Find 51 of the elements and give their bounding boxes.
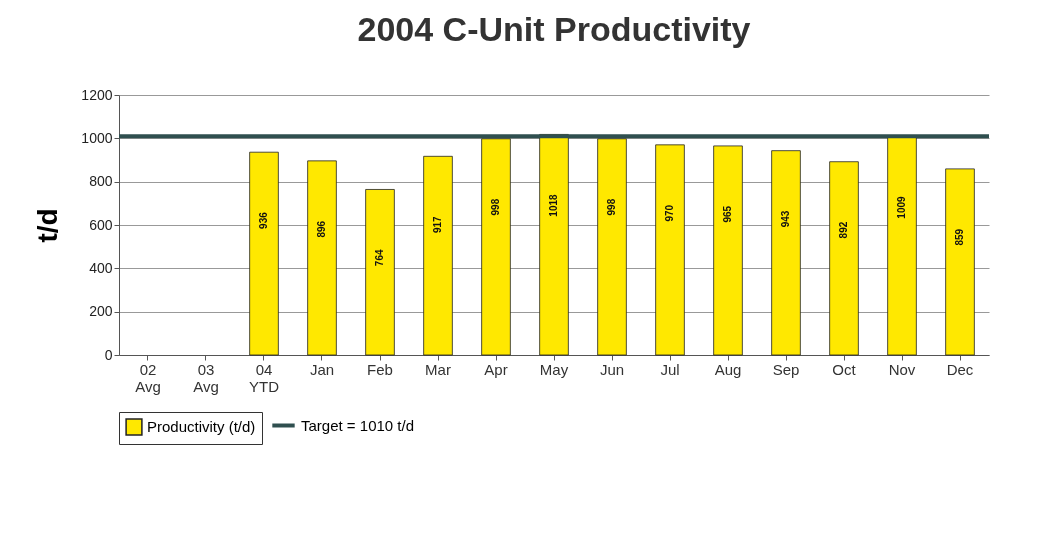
- y-tick-label: 600: [89, 216, 113, 233]
- x-tick-label: 03 Avg: [193, 360, 219, 395]
- y-tick-label: 1200: [81, 86, 113, 103]
- data-label: 998: [490, 198, 501, 216]
- data-label: 1009: [896, 195, 907, 219]
- x-tick-label: Oct: [832, 360, 857, 378]
- bar: [365, 189, 395, 356]
- data-label: 764: [374, 249, 385, 267]
- bar: [945, 168, 975, 356]
- y-tick-label: 0: [104, 346, 113, 363]
- data-label: 998: [606, 198, 617, 216]
- data-label: 1018: [548, 194, 559, 217]
- x-tick-label: Jul: [660, 360, 680, 378]
- data-label: 970: [664, 204, 675, 222]
- y-tick-label: 800: [89, 173, 113, 190]
- bar: [249, 151, 279, 356]
- bar: [597, 138, 627, 356]
- data-label: 896: [316, 220, 327, 238]
- x-tick-label: May: [539, 360, 569, 378]
- data-label: 917: [432, 215, 443, 233]
- bar: [307, 160, 337, 356]
- data-label: 892: [838, 221, 849, 239]
- x-tick-label: Sep: [772, 360, 800, 378]
- bar: [655, 144, 685, 356]
- legend-label: Target = 1010 t/d: [301, 416, 414, 434]
- x-tick-label: Jan: [309, 360, 335, 378]
- x-tick-label: Nov: [888, 360, 916, 378]
- x-tick-label: 04 YTD: [249, 360, 280, 395]
- x-tick-label: 02 Avg: [135, 360, 161, 395]
- bar: [481, 138, 511, 356]
- data-label: 936: [258, 211, 269, 229]
- legend-label: Productivity (t/d): [147, 418, 256, 435]
- data-label: 859: [954, 228, 965, 246]
- x-tick-label: Dec: [946, 360, 974, 378]
- x-tick-label: Aug: [714, 360, 742, 378]
- data-label: 943: [780, 210, 791, 228]
- y-tick-label: 1000: [81, 129, 113, 146]
- x-tick-label: Jun: [599, 360, 625, 378]
- y-axis-title: t/d: [32, 208, 64, 243]
- bar: [713, 145, 743, 356]
- bar: [423, 155, 453, 356]
- chart-title: 2004 C-Unit Productivity: [357, 10, 751, 48]
- bar: [887, 135, 917, 356]
- data-label: 965: [722, 205, 733, 223]
- x-tick-label: Mar: [425, 360, 451, 378]
- bar: [771, 150, 801, 356]
- y-tick-label: 200: [89, 303, 113, 320]
- bar: [829, 161, 859, 356]
- x-tick-label: Feb: [367, 360, 393, 378]
- y-tick-label: 400: [89, 259, 113, 276]
- x-tick-label: Apr: [484, 360, 508, 378]
